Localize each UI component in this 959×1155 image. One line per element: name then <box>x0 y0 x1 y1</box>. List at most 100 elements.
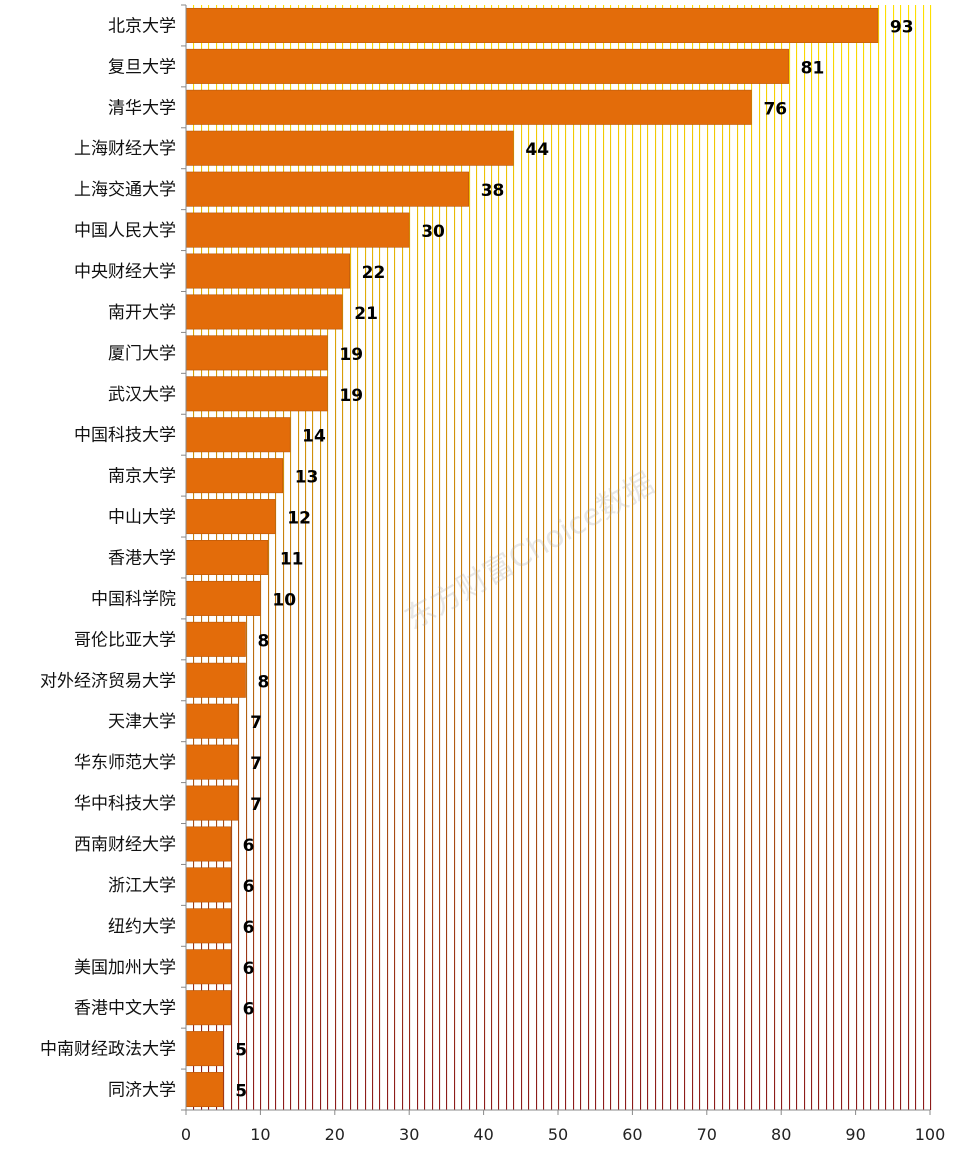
grid-line <box>580 5 582 1110</box>
bar <box>185 867 231 903</box>
value-label: 22 <box>362 263 386 283</box>
grid-line <box>744 5 746 1110</box>
value-label: 7 <box>250 754 262 774</box>
x-tick-label: 10 <box>250 1125 270 1144</box>
category-label: 上海交通大学 <box>74 180 176 200</box>
grid-line <box>878 5 880 1110</box>
grid-line <box>417 5 419 1110</box>
bar <box>185 376 328 412</box>
grid-line <box>729 5 731 1110</box>
grid-line <box>573 5 575 1110</box>
bar <box>185 540 269 575</box>
grid-line <box>476 5 478 1110</box>
bar <box>185 89 752 125</box>
value-label: 12 <box>287 509 311 529</box>
x-tick-label: 100 <box>915 1125 946 1144</box>
grid-line <box>528 5 530 1110</box>
value-label: 6 <box>243 836 255 856</box>
grid-line <box>885 5 887 1110</box>
grid-line <box>469 5 471 1110</box>
category-label: 同济大学 <box>108 1081 176 1101</box>
grid-line <box>655 5 657 1110</box>
grid-line <box>432 5 434 1110</box>
grid-line <box>357 5 359 1110</box>
grid-line <box>670 5 672 1110</box>
bar <box>185 458 284 494</box>
bar <box>185 744 239 780</box>
grid-line <box>714 5 716 1110</box>
grid-line <box>930 5 932 1110</box>
x-tick-label: 20 <box>325 1125 345 1144</box>
grid-line <box>394 5 396 1110</box>
grid-line <box>588 5 590 1110</box>
category-label: 天津大学 <box>108 712 176 732</box>
grid-line <box>484 5 486 1110</box>
grid-line <box>327 5 329 1110</box>
category-label: 南开大学 <box>108 303 176 323</box>
grid-line <box>692 5 694 1110</box>
grid-line <box>424 5 426 1110</box>
grid-line <box>543 5 545 1110</box>
category-label: 武汉大学 <box>108 385 176 405</box>
value-label: 6 <box>243 1000 255 1020</box>
grid-line <box>908 5 910 1110</box>
category-label: 复旦大学 <box>108 57 176 77</box>
category-label: 北京大学 <box>108 16 176 36</box>
bar <box>185 212 410 248</box>
bar <box>185 417 291 453</box>
bar <box>185 48 789 84</box>
value-label: 76 <box>763 99 787 119</box>
category-label: 哥伦比亚大学 <box>74 630 176 650</box>
grid-line <box>625 5 627 1110</box>
bar <box>185 785 239 821</box>
category-label: 中南财经政法大学 <box>40 1040 176 1060</box>
bar <box>185 908 231 944</box>
grid-line <box>461 5 463 1110</box>
bar <box>185 335 328 371</box>
grid-line <box>290 5 292 1110</box>
grid-line <box>789 5 791 1110</box>
bar <box>185 949 231 985</box>
grid-line <box>833 5 835 1110</box>
category-label: 纽约大学 <box>108 917 176 937</box>
category-label: 南京大学 <box>108 467 176 487</box>
grid-line <box>766 5 768 1110</box>
bar <box>185 1072 224 1108</box>
grid-line <box>498 5 500 1110</box>
grid-line <box>811 5 813 1110</box>
grid-line <box>283 5 285 1110</box>
bar <box>185 662 246 698</box>
value-label: 6 <box>243 877 255 897</box>
category-label: 华东师范大学 <box>74 753 176 773</box>
grid-line <box>863 5 865 1110</box>
grid-line <box>796 5 798 1110</box>
grid-line <box>513 5 515 1110</box>
grid-line <box>662 5 664 1110</box>
grid-line <box>342 5 344 1110</box>
bar <box>185 294 343 330</box>
category-label: 美国加州大学 <box>74 958 176 978</box>
grid-line <box>818 5 820 1110</box>
grid-line <box>618 5 620 1110</box>
bar <box>185 1031 224 1067</box>
grid-line <box>312 5 314 1110</box>
grid-line <box>379 5 381 1110</box>
category-label: 中国人民大学 <box>74 221 176 241</box>
grid-line <box>923 5 925 1110</box>
x-tick-label: 90 <box>845 1125 865 1144</box>
value-label: 19 <box>339 386 363 406</box>
category-label: 厦门大学 <box>108 344 176 364</box>
grid-lines <box>193 5 932 1110</box>
x-tick-label: 60 <box>622 1125 642 1144</box>
grid-line <box>491 5 493 1110</box>
value-label: 8 <box>258 672 270 692</box>
bars <box>185 7 879 1108</box>
grid-line <box>684 5 686 1110</box>
x-tick-label: 0 <box>181 1125 191 1144</box>
grid-line <box>900 5 902 1110</box>
grid-line <box>275 5 277 1110</box>
value-label: 81 <box>801 58 825 78</box>
grid-line <box>632 5 634 1110</box>
grid-line <box>677 5 679 1110</box>
value-label: 5 <box>235 1082 247 1102</box>
